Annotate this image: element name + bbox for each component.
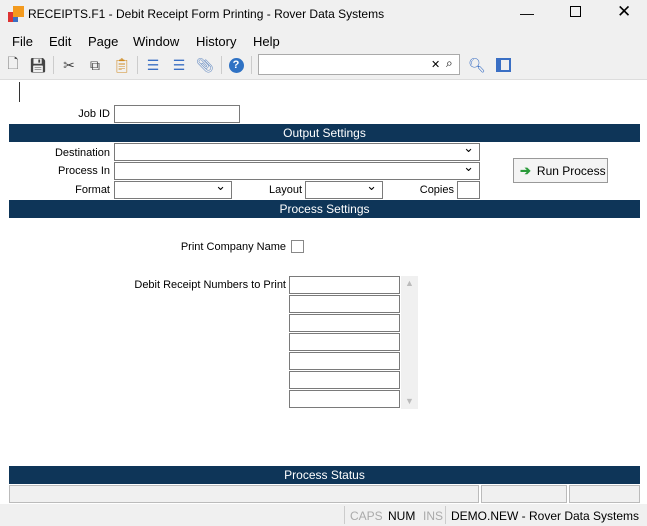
job-id-label: Job ID [78, 108, 110, 120]
debit-number-input[interactable] [289, 333, 400, 351]
attachment-icon[interactable]: 📎︎ [196, 56, 214, 73]
format-select[interactable] [114, 178, 232, 199]
status-message-field [9, 485, 479, 503]
debit-number-input[interactable] [289, 390, 400, 408]
menu-file[interactable]: File [12, 34, 33, 49]
list-scrollbar[interactable]: ▲ ▼ [401, 276, 418, 409]
help-icon[interactable]: ? [226, 55, 246, 75]
insert-row-icon[interactable]: ☰ [146, 56, 160, 73]
ins-indicator: INS [423, 509, 444, 523]
debit-number-input[interactable] [289, 276, 400, 294]
clear-search-icon[interactable]: ✕ [431, 59, 441, 71]
minimize-button[interactable]: — [520, 5, 534, 21]
search-input[interactable] [258, 54, 460, 75]
destination-select[interactable] [114, 140, 480, 161]
format-label: Format [75, 184, 110, 196]
new-document-icon[interactable]: 🗋 [7, 55, 19, 71]
caps-indicator: CAPS [350, 509, 383, 523]
window-title: RECEIPTS.F1 - Debit Receipt Form Printin… [28, 7, 385, 21]
process-status-header: Process Status [9, 466, 640, 484]
find-preview-icon[interactable]: 🔍︎ [468, 56, 486, 73]
debit-number-input[interactable] [289, 314, 400, 332]
debit-number-input[interactable] [289, 295, 400, 313]
close-button[interactable]: ✕ [617, 2, 632, 21]
layout-label: Layout [268, 184, 302, 196]
status-field-2 [481, 485, 567, 503]
arrow-right-icon: ➔ [520, 162, 531, 178]
menu-edit[interactable]: Edit [49, 34, 72, 49]
save-icon[interactable]: 💾︎ [29, 56, 47, 73]
copies-input[interactable] [457, 181, 480, 199]
debit-numbers-label: Debit Receipt Numbers to Print [134, 279, 286, 291]
menu-window[interactable]: Window [133, 34, 180, 49]
debit-number-input[interactable] [289, 371, 400, 389]
menu-history[interactable]: History [196, 34, 237, 49]
status-field-3 [569, 485, 640, 503]
menu-help[interactable]: Help [253, 34, 280, 49]
delete-row-icon[interactable]: ☰ [172, 56, 186, 73]
output-settings-header: Output Settings [9, 124, 640, 142]
layout-select[interactable] [305, 178, 383, 199]
paste-icon[interactable]: 📋︎ [113, 56, 131, 73]
print-company-checkbox[interactable] [291, 240, 304, 253]
print-company-label: Print Company Name [180, 241, 286, 253]
job-id-input[interactable] [114, 105, 240, 123]
destination-label: Destination [54, 147, 110, 159]
run-process-label: Run Process [536, 163, 606, 178]
menu-page[interactable]: Page [88, 34, 119, 49]
layout-panel-icon[interactable] [493, 55, 513, 75]
search-icon[interactable]: ⌕ [446, 56, 453, 70]
app-logo [8, 6, 24, 22]
copies-label: Copies [419, 184, 454, 196]
cut-icon[interactable]: ✂ [63, 56, 75, 73]
maximize-button[interactable] [570, 6, 581, 17]
num-indicator: NUM [388, 509, 416, 523]
account-indicator: DEMO.NEW - Rover Data Systems [451, 509, 640, 523]
copy-icon[interactable]: ⧉ [90, 56, 100, 73]
process-in-select[interactable] [114, 159, 480, 180]
process-in-label: Process In [58, 165, 110, 177]
debit-number-input[interactable] [289, 352, 400, 370]
process-settings-header: Process Settings [9, 200, 640, 218]
run-process-button[interactable]: ➔ Run Process [513, 158, 608, 183]
